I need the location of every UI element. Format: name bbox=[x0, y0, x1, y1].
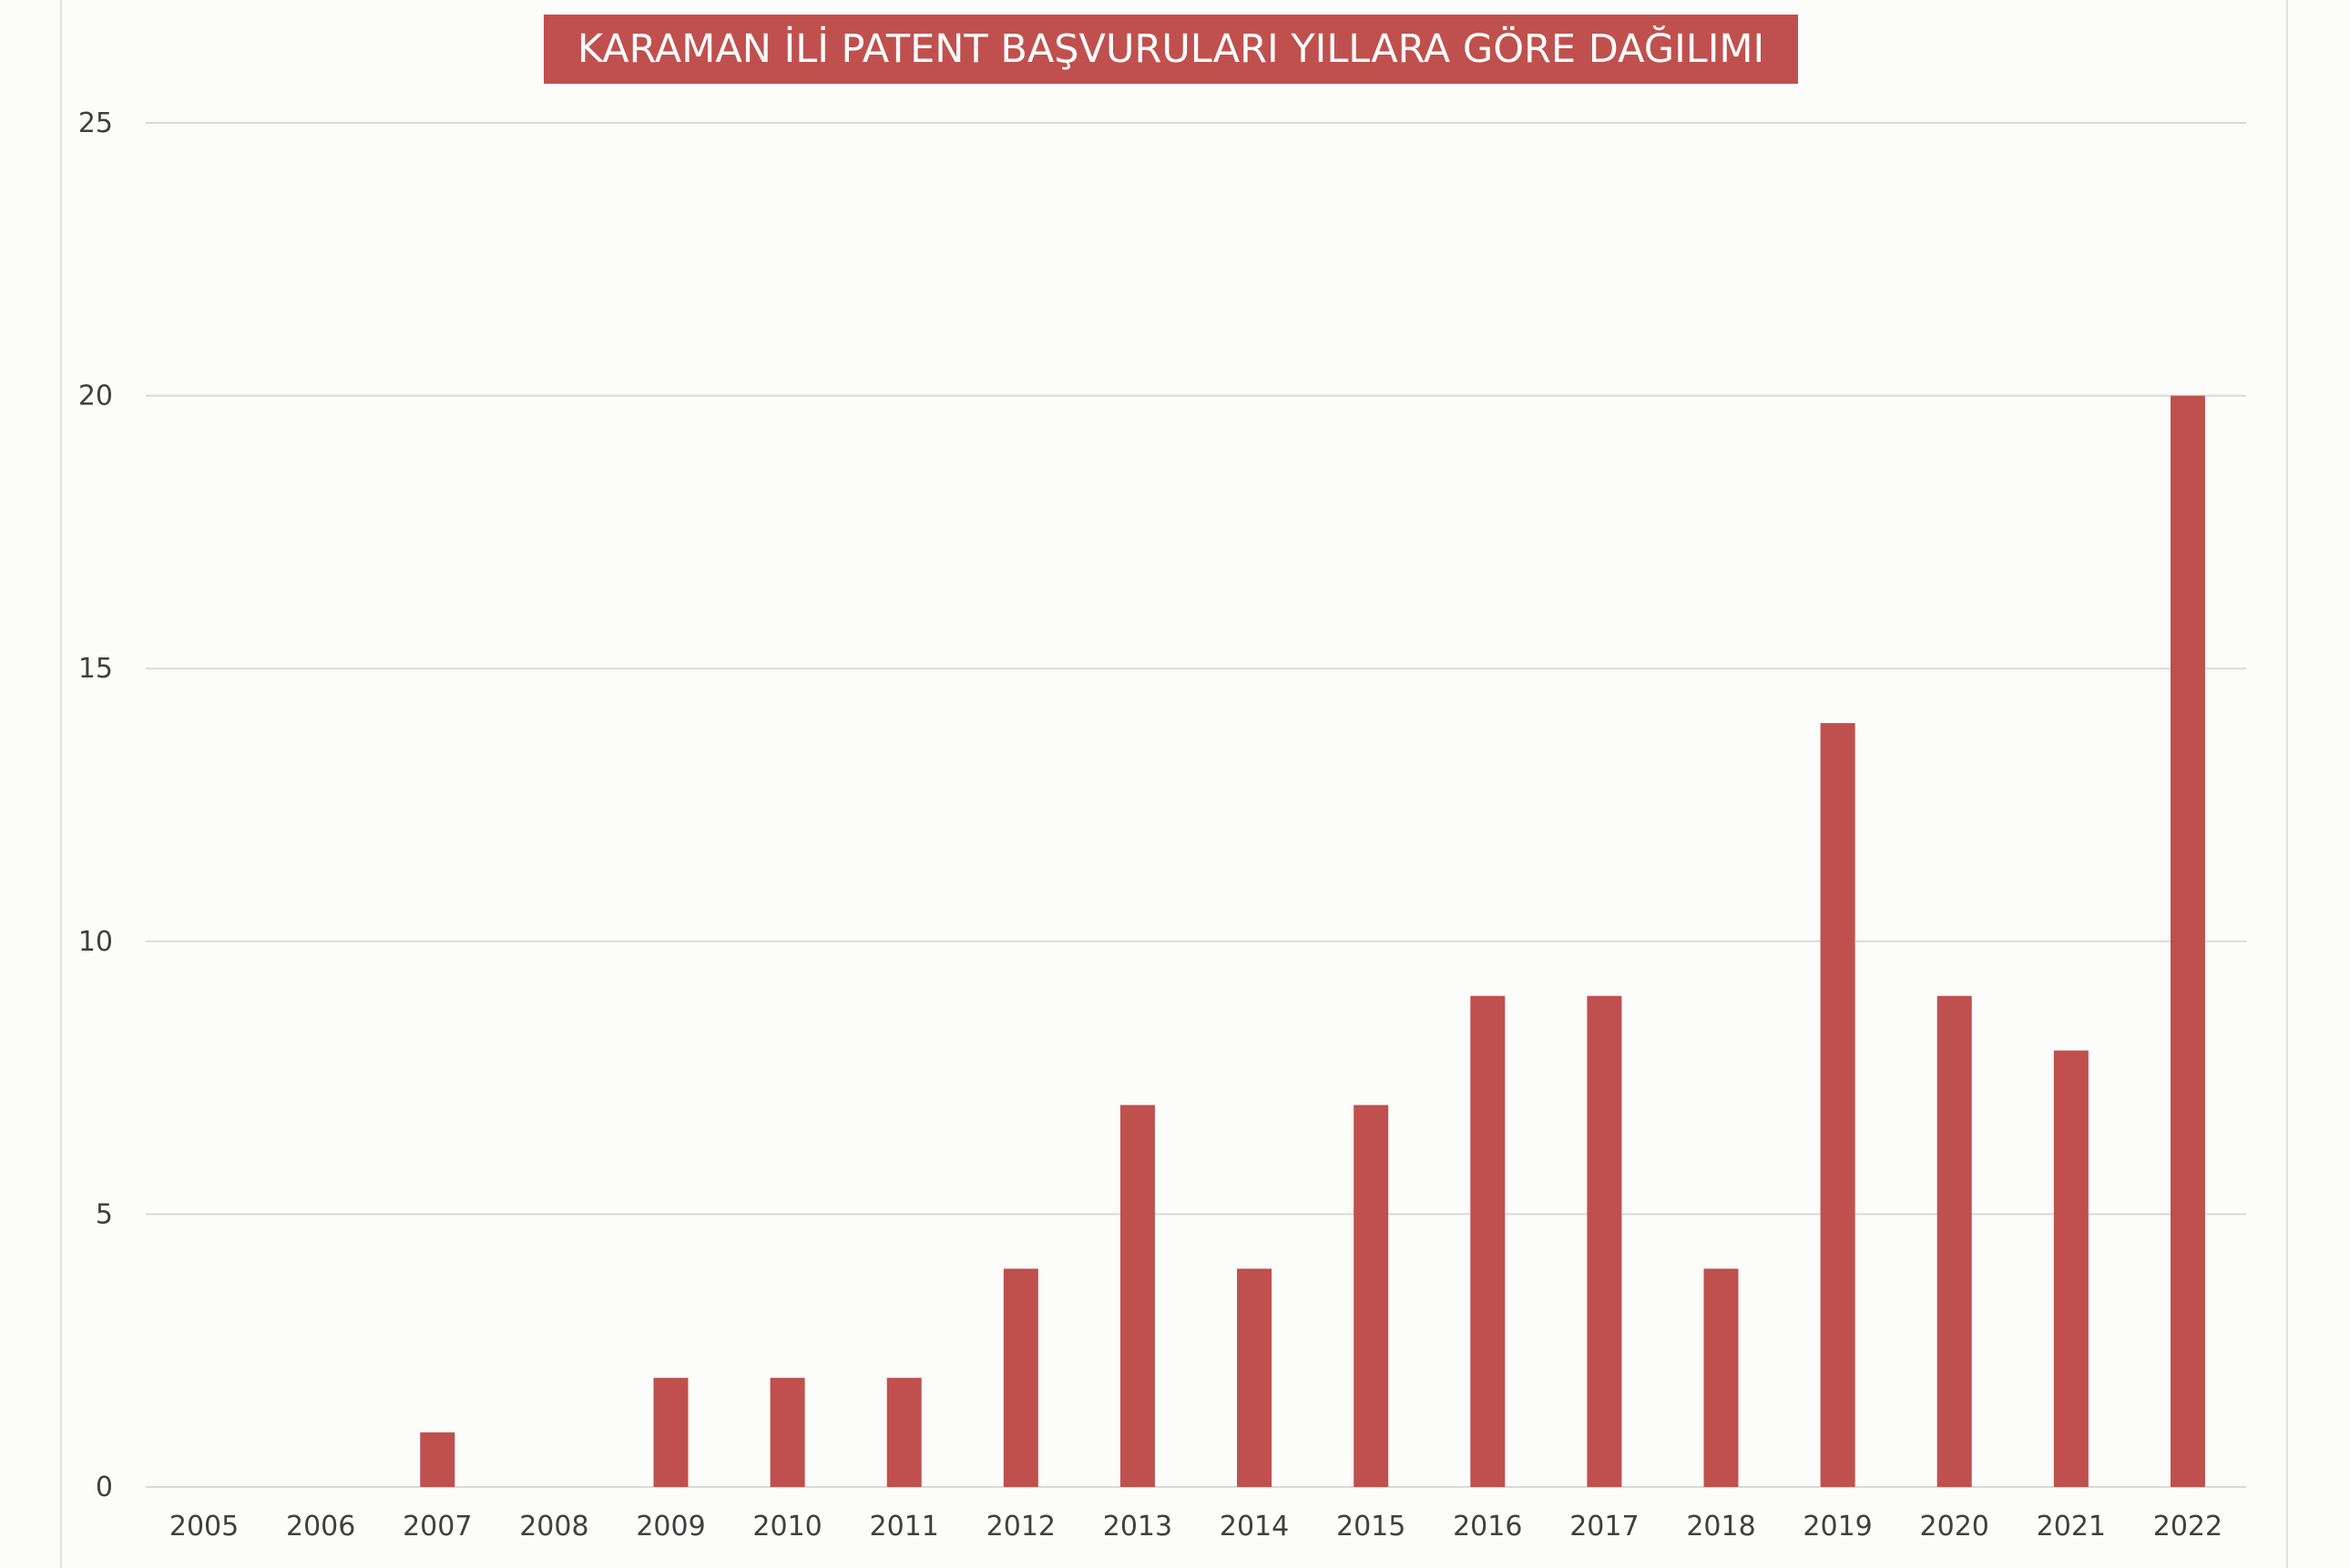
x-tick-label: 2018 bbox=[1686, 1511, 1755, 1543]
x-tick-label: 2020 bbox=[1920, 1511, 1989, 1543]
right-frame-line bbox=[2286, 0, 2288, 1568]
bar-2013 bbox=[1119, 1105, 1155, 1487]
y-tick-label: 20 bbox=[78, 381, 113, 412]
x-tick-label: 2014 bbox=[1220, 1511, 1289, 1543]
x-tick-label: 2017 bbox=[1569, 1511, 1639, 1543]
x-tick-label: 2019 bbox=[1803, 1511, 1872, 1543]
x-axis-tick-labels: 2005 2006 2007 2008 2009 2010 2011 2012 2013 2014… bbox=[169, 1511, 2222, 1543]
gridlines bbox=[146, 122, 2246, 1488]
x-tick-label: 2021 bbox=[2037, 1511, 2106, 1543]
bar-2021 bbox=[2053, 1050, 2089, 1487]
x-tick-label: 2010 bbox=[752, 1511, 822, 1543]
bars bbox=[420, 395, 2205, 1488]
chart-title: KARAMAN İLİ PATENT BAŞVURULARI YILLARA G… bbox=[544, 15, 1798, 84]
bar-2007 bbox=[420, 1432, 455, 1487]
bar-2019 bbox=[1820, 723, 1855, 1487]
left-frame-line bbox=[60, 0, 62, 1568]
x-tick-label: 2016 bbox=[1453, 1511, 1522, 1543]
bar-2018 bbox=[1703, 1268, 1739, 1487]
x-tick-label: 2008 bbox=[519, 1511, 588, 1543]
y-axis-tick-labels: 0 5 10 15 20 25 bbox=[78, 107, 113, 1503]
bar-2011 bbox=[886, 1378, 922, 1487]
x-tick-label: 2006 bbox=[286, 1511, 355, 1543]
y-tick-label: 15 bbox=[78, 653, 113, 685]
x-tick-label: 2022 bbox=[2153, 1511, 2222, 1543]
bar-2022 bbox=[2170, 395, 2205, 1488]
bar-2010 bbox=[770, 1378, 805, 1487]
bar-2014 bbox=[1237, 1268, 1272, 1487]
x-tick-label: 2013 bbox=[1103, 1511, 1172, 1543]
x-tick-label: 2012 bbox=[986, 1511, 1056, 1543]
bar-2012 bbox=[1003, 1268, 1038, 1487]
bar-2020 bbox=[1936, 995, 1972, 1487]
y-tick-label: 0 bbox=[96, 1471, 113, 1503]
x-tick-label: 2007 bbox=[403, 1511, 472, 1543]
y-tick-label: 5 bbox=[96, 1198, 113, 1230]
bar-2015 bbox=[1354, 1105, 1389, 1487]
x-tick-label: 2011 bbox=[870, 1511, 939, 1543]
x-tick-label: 2015 bbox=[1336, 1511, 1405, 1543]
y-tick-label: 25 bbox=[78, 107, 113, 139]
x-tick-label: 2009 bbox=[636, 1511, 705, 1543]
y-tick-label: 10 bbox=[78, 926, 113, 958]
bar-2017 bbox=[1587, 995, 1622, 1487]
bar-2016 bbox=[1470, 995, 1506, 1487]
bar-2009 bbox=[653, 1378, 689, 1487]
x-tick-label: 2005 bbox=[169, 1511, 239, 1543]
